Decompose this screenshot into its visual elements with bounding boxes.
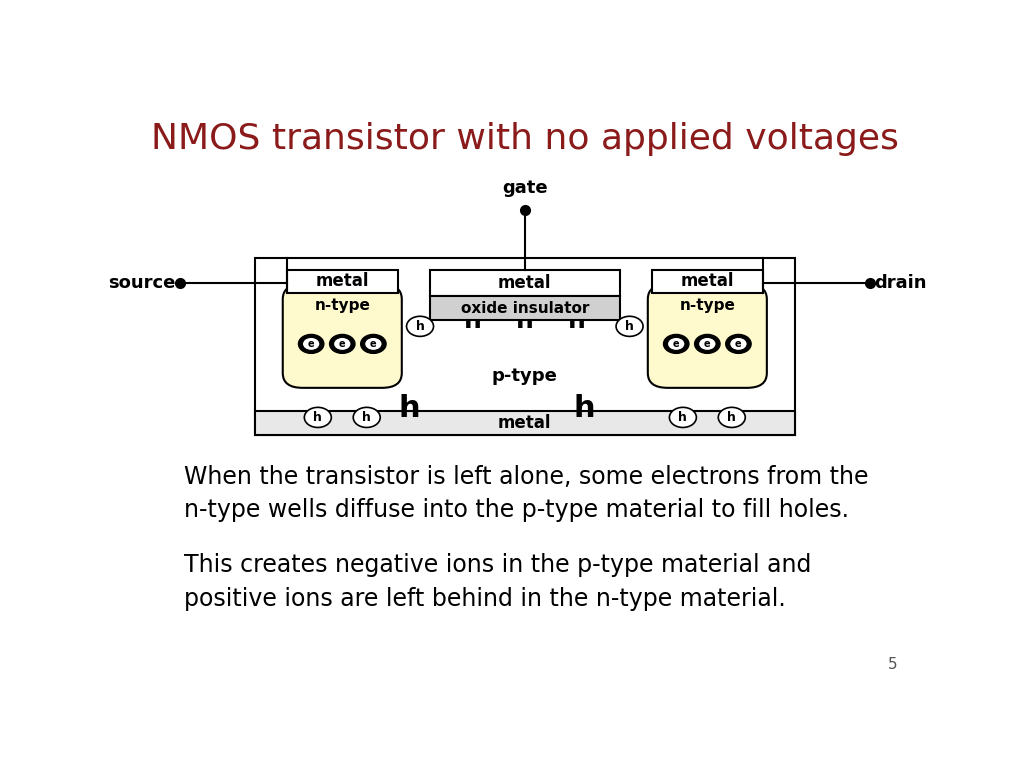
Circle shape: [353, 407, 380, 428]
Text: h: h: [464, 310, 482, 333]
FancyBboxPatch shape: [283, 284, 401, 388]
Text: h: h: [516, 310, 534, 333]
FancyBboxPatch shape: [430, 296, 620, 319]
Circle shape: [360, 334, 386, 353]
Text: h: h: [573, 394, 595, 423]
Text: source: source: [109, 273, 176, 292]
Circle shape: [302, 337, 319, 350]
Circle shape: [670, 407, 696, 428]
Circle shape: [616, 316, 643, 336]
Text: p-type: p-type: [492, 367, 558, 385]
Text: drain: drain: [874, 273, 927, 292]
Text: h: h: [313, 411, 323, 424]
Text: h: h: [625, 319, 634, 333]
Circle shape: [330, 334, 355, 353]
Text: e: e: [705, 339, 711, 349]
Text: h: h: [362, 411, 371, 424]
Circle shape: [365, 337, 382, 350]
Text: oxide insulator: oxide insulator: [461, 300, 589, 316]
Text: e: e: [370, 339, 377, 349]
Text: h: h: [679, 411, 687, 424]
Text: When the transistor is left alone, some electrons from the
n-type wells diffuse : When the transistor is left alone, some …: [183, 465, 868, 522]
Text: metal: metal: [315, 273, 369, 290]
Text: e: e: [673, 339, 680, 349]
Circle shape: [298, 334, 324, 353]
Text: e: e: [308, 339, 314, 349]
Circle shape: [304, 407, 332, 428]
Text: 5: 5: [888, 657, 898, 672]
Circle shape: [664, 334, 689, 353]
Circle shape: [718, 407, 745, 428]
Circle shape: [334, 337, 351, 350]
Circle shape: [694, 334, 720, 353]
Circle shape: [698, 337, 716, 350]
Text: e: e: [735, 339, 741, 349]
Text: NMOS transistor with no applied voltages: NMOS transistor with no applied voltages: [151, 121, 899, 156]
Circle shape: [730, 337, 748, 350]
FancyBboxPatch shape: [648, 284, 767, 388]
Text: This creates negative ions in the p-type material and
positive ions are left beh: This creates negative ions in the p-type…: [183, 554, 811, 611]
FancyBboxPatch shape: [255, 412, 795, 435]
Text: h: h: [399, 394, 421, 423]
Text: h: h: [567, 310, 586, 333]
Text: metal: metal: [498, 274, 552, 292]
FancyBboxPatch shape: [255, 258, 795, 435]
FancyBboxPatch shape: [652, 270, 763, 293]
Text: h: h: [416, 319, 425, 333]
Text: gate: gate: [502, 180, 548, 197]
Circle shape: [668, 337, 685, 350]
Circle shape: [407, 316, 433, 336]
Circle shape: [726, 334, 752, 353]
Text: e: e: [339, 339, 345, 349]
Text: metal: metal: [681, 273, 734, 290]
Text: h: h: [727, 411, 736, 424]
FancyBboxPatch shape: [430, 270, 620, 296]
FancyBboxPatch shape: [287, 270, 397, 293]
Text: metal: metal: [498, 414, 552, 432]
Text: n-type: n-type: [679, 298, 735, 313]
Text: n-type: n-type: [314, 298, 371, 313]
